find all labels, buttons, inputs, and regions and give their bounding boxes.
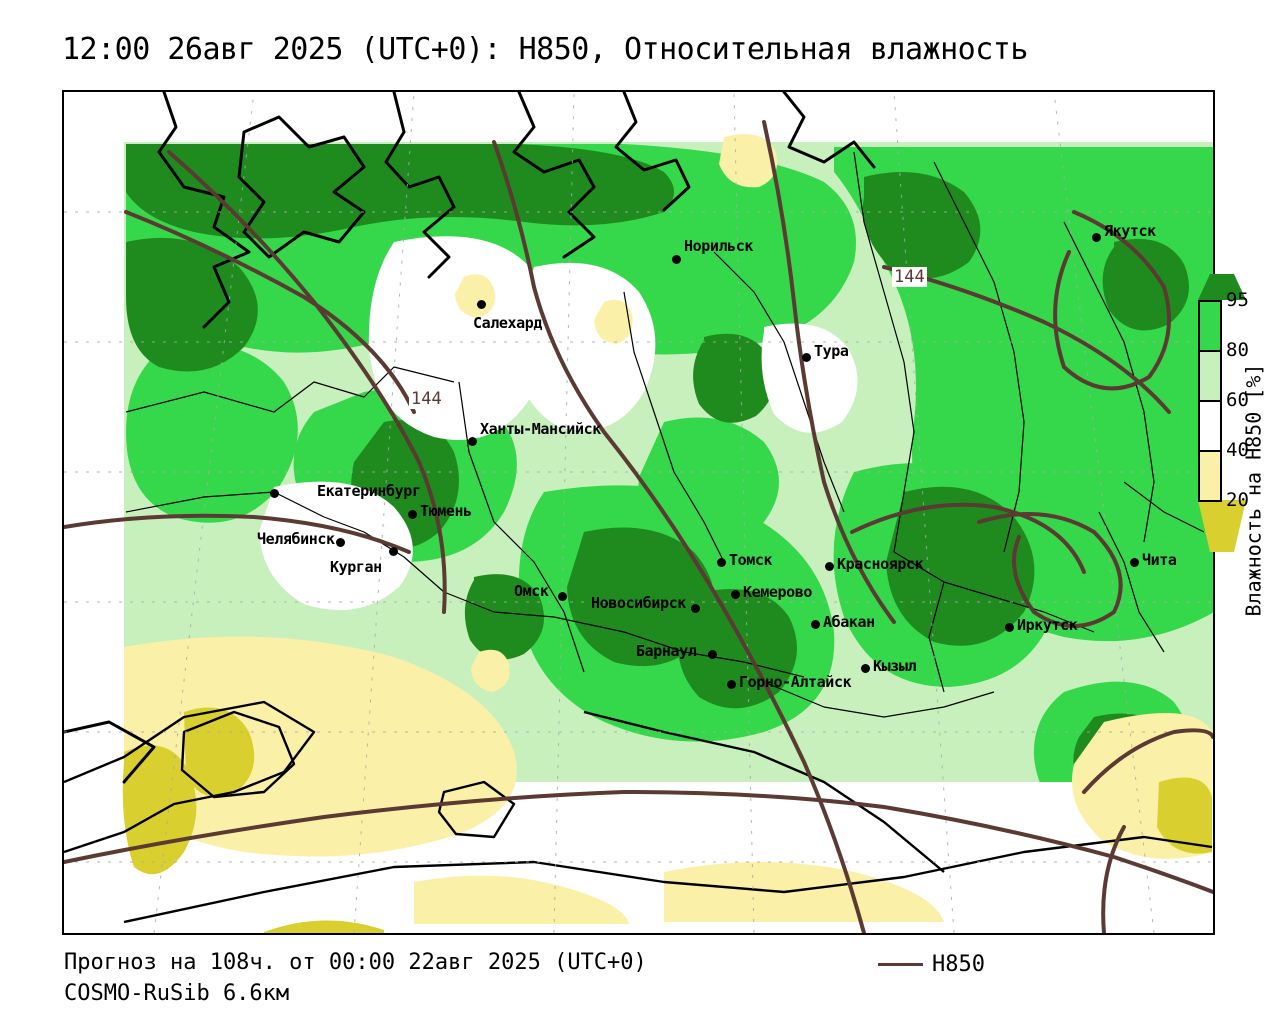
colorbar-tick-40: 40 <box>1226 439 1249 461</box>
colorbar-tickline-40 <box>1198 450 1222 452</box>
rh-speckles <box>455 134 778 692</box>
country-borders <box>64 700 1213 924</box>
colorbar-tick-95: 95 <box>1226 289 1249 311</box>
colorbar-tick-80: 80 <box>1226 339 1249 361</box>
colorbar-band-20-40 <box>1198 450 1222 500</box>
colorbar-axis-title-text: Влажность на H850 [%] <box>1241 363 1265 617</box>
page-title: 12:00 26авг 2025 (UTC+0): H850, Относите… <box>62 32 1028 67</box>
graticule <box>64 92 1213 933</box>
colorbar: 95 80 60 40 20 <box>1198 274 1249 552</box>
humidity-map-canvas <box>64 92 1213 933</box>
coastlines <box>64 92 876 784</box>
contour-value-label: 144 <box>409 389 444 409</box>
region-borders <box>125 151 1205 718</box>
colorbar-band-60-80 <box>1198 350 1222 400</box>
h850-contours <box>64 120 1213 933</box>
map-panel[interactable]: Якутск Норильск Тура Салехард Ханты-Мансийск… <box>62 90 1215 935</box>
colorbar-tickline-95 <box>1198 300 1222 302</box>
colorbar-band-40-60 <box>1198 400 1222 450</box>
colorbar-tickline-60 <box>1198 400 1222 402</box>
colorbar-band-80-95 <box>1198 300 1222 350</box>
h850-legend-swatch <box>878 963 923 966</box>
colorbar-axis-title: Влажность на H850 [%] <box>1238 330 1268 650</box>
colorbar-cap-top <box>1198 274 1246 300</box>
model-info: COSMO-RuSib 6.6км <box>64 981 290 1006</box>
colorbar-tickline-20 <box>1198 500 1222 502</box>
colorbar-tick-60: 60 <box>1226 389 1249 411</box>
h850-legend-label: H850 <box>932 952 985 977</box>
forecast-info: Прогноз на 108ч. от 00:00 22авг 2025 (UT… <box>64 950 647 975</box>
contour-label-layer: 144 144 <box>64 92 1213 933</box>
colorbar-cap-bottom <box>1198 500 1246 552</box>
colorbar-tick-20: 20 <box>1226 489 1249 511</box>
rh-band-20-40 <box>124 636 1212 933</box>
contour-value-label: 144 <box>892 267 927 287</box>
colorbar-tickline-80 <box>1198 350 1222 352</box>
